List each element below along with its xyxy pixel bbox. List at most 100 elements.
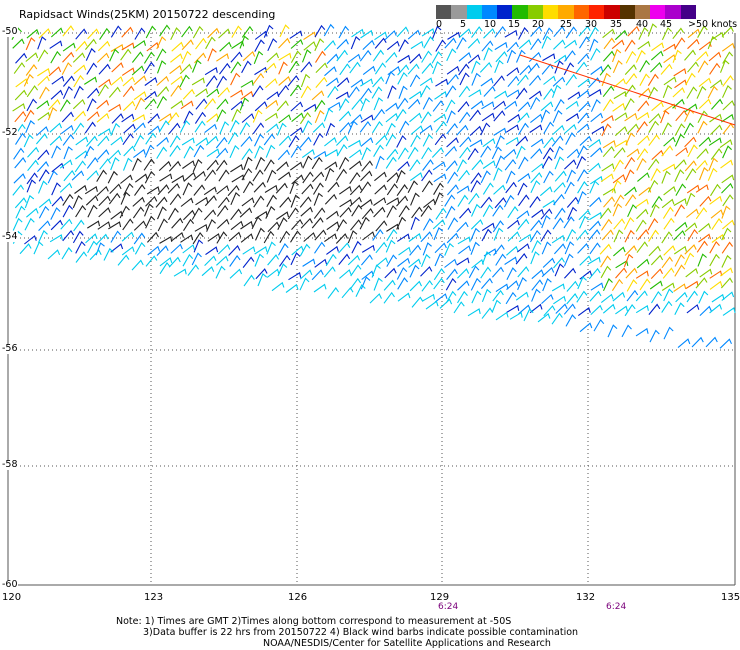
wind-barb <box>215 265 226 279</box>
wind-barb <box>311 156 323 170</box>
wind-barb <box>599 64 612 76</box>
wind-barb <box>576 123 590 134</box>
wind-barb <box>37 36 47 50</box>
wind-barb <box>182 160 196 169</box>
wind-barb <box>227 131 239 145</box>
wind-barb <box>518 233 532 243</box>
wind-barb <box>709 62 721 75</box>
wind-barb <box>230 51 243 63</box>
wind-barb <box>553 243 566 255</box>
legend-color-swatch <box>604 5 621 19</box>
wind-barb <box>195 88 209 98</box>
wind-barb <box>456 257 470 266</box>
wind-barb <box>230 61 242 74</box>
wind-barb <box>257 272 268 287</box>
lon-label: 129 <box>430 592 450 603</box>
wind-barb <box>216 109 227 122</box>
wind-barb <box>648 113 662 124</box>
wind-barb <box>299 243 311 257</box>
wind-barb <box>614 29 628 41</box>
wind-barb <box>710 98 723 110</box>
wind-barb <box>540 229 552 242</box>
wind-barb <box>170 100 184 109</box>
wind-barb <box>217 244 231 255</box>
wind-barb <box>458 85 471 98</box>
wind-barb <box>482 138 496 148</box>
wind-barb <box>347 254 361 266</box>
wind-barb <box>685 267 699 278</box>
wind-barb <box>648 120 660 133</box>
wind-barb <box>339 121 352 133</box>
wind-barb <box>349 61 361 74</box>
wind-barb <box>471 290 482 304</box>
wind-barb <box>168 207 179 221</box>
wind-barb <box>231 174 245 183</box>
wind-barb <box>204 169 217 182</box>
wind-barb <box>312 122 326 133</box>
wind-barb <box>62 204 74 218</box>
wind-barb <box>684 49 696 61</box>
map-title: Rapidsact Winds(25KM) 20150722 descendin… <box>19 8 276 21</box>
wind-barb <box>576 89 590 100</box>
wind-barb <box>422 133 433 147</box>
wind-barb <box>314 258 328 268</box>
wind-barb <box>578 101 591 113</box>
wind-barb <box>84 186 98 195</box>
wind-barb <box>651 149 664 161</box>
wind-barb <box>254 30 268 40</box>
wind-barb <box>315 50 326 63</box>
wind-barb <box>407 29 421 40</box>
wind-barb <box>648 245 661 257</box>
legend-color-swatch <box>680 5 697 19</box>
wind-barb <box>230 220 244 231</box>
wind-barb <box>360 97 370 112</box>
wind-barb <box>446 110 456 124</box>
wind-barb <box>495 155 505 169</box>
wind-barb <box>252 85 264 98</box>
wind-barb <box>183 218 195 231</box>
wind-barb <box>505 291 517 305</box>
wind-barb <box>338 110 352 122</box>
wind-barb <box>206 113 219 123</box>
wind-barb <box>326 77 339 87</box>
wind-barb <box>206 159 219 171</box>
wind-barb <box>110 25 122 38</box>
wind-barb <box>228 245 241 256</box>
wind-barb <box>26 207 39 218</box>
wind-barb <box>422 218 434 231</box>
wind-barb <box>638 186 652 197</box>
wind-barb <box>122 218 134 231</box>
wind-barb <box>410 216 420 230</box>
wind-barb <box>24 194 35 209</box>
wind-barb <box>181 137 195 146</box>
wind-barb <box>575 61 588 74</box>
wind-barb <box>63 146 73 160</box>
wind-barb <box>433 277 445 290</box>
wind-barb <box>191 77 205 86</box>
wind-barb <box>265 99 279 110</box>
wind-barb <box>374 31 388 41</box>
wind-barb <box>278 243 289 256</box>
wind-barb <box>517 276 527 291</box>
wind-barb <box>509 311 523 320</box>
wind-barb <box>515 145 526 159</box>
wind-barb <box>589 242 601 255</box>
wind-barb <box>373 197 387 206</box>
wind-barb <box>721 205 731 219</box>
wind-barb <box>530 138 544 148</box>
wind-barb <box>543 75 556 85</box>
wind-barb <box>543 136 556 149</box>
wind-barb <box>33 241 44 255</box>
wind-barb <box>14 197 27 209</box>
wind-barb <box>23 109 35 123</box>
wind-barb <box>722 145 732 159</box>
wind-barb <box>349 160 362 170</box>
wind-barb <box>361 160 373 172</box>
wind-barb <box>180 234 194 243</box>
legend-color-swatch <box>619 5 636 19</box>
wind-barb <box>600 265 612 279</box>
wind-barb <box>576 290 588 303</box>
wind-barb <box>457 194 469 207</box>
wind-barb <box>373 277 383 291</box>
wind-barb <box>156 95 167 109</box>
